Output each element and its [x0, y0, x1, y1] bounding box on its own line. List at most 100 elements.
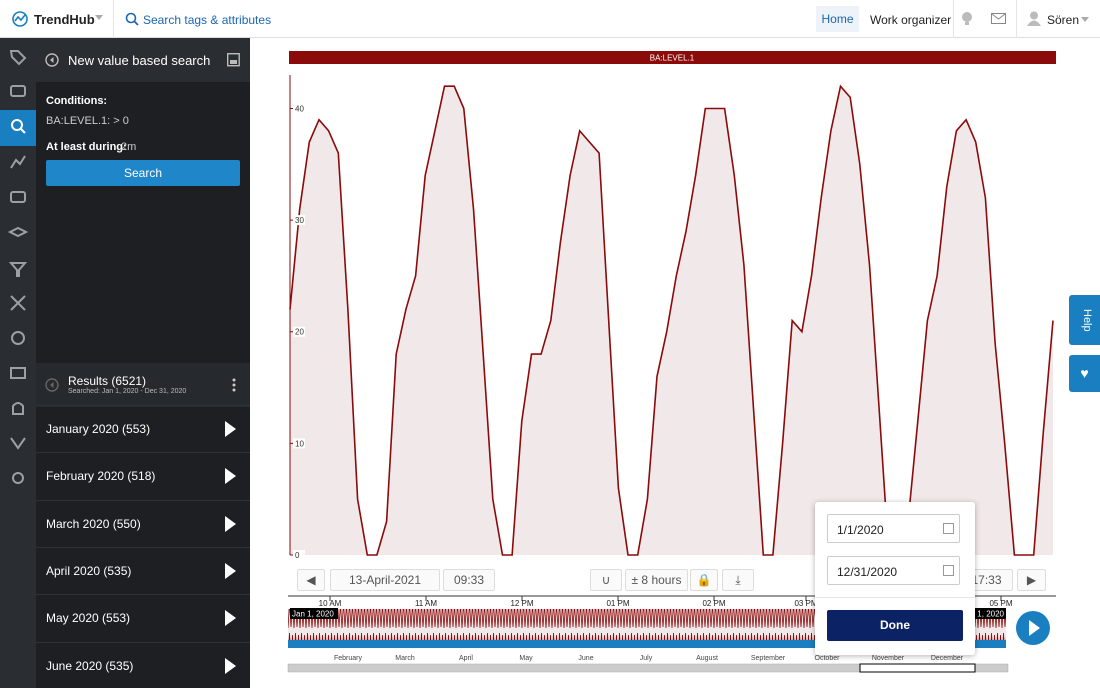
header: TrendHub Search tags & attributes Home W… — [0, 0, 1100, 38]
calendar-icon[interactable] — [943, 565, 954, 576]
search-panel: New value based search Conditions: BA:LE… — [36, 38, 250, 688]
back-icon[interactable] — [45, 53, 59, 67]
search-icon — [125, 12, 139, 26]
lock-button[interactable]: 🔒 — [690, 569, 718, 591]
line-area — [290, 86, 1053, 555]
result-item[interactable]: May 2020 (553) — [36, 594, 250, 641]
user-icon — [1027, 11, 1041, 26]
time-label: 10 AM — [319, 599, 342, 608]
nav-start-badge — [290, 608, 338, 619]
y-tick-label: 20 — [295, 328, 304, 337]
conditions-label: Conditions: — [46, 95, 108, 107]
window-button[interactable]: ± 8 hours — [625, 569, 688, 591]
expand-icon[interactable] — [225, 515, 236, 532]
y-tick-bg — [293, 103, 305, 114]
month-label: November — [872, 655, 905, 662]
result-item[interactable]: June 2020 (535) — [36, 641, 250, 689]
nav-home[interactable]: Home — [816, 6, 859, 32]
condition: BA:LEVEL.1: > 0 — [46, 115, 129, 127]
feedback-tab[interactable]: ♥ — [1069, 355, 1100, 392]
results-header — [36, 363, 250, 407]
expand-icon[interactable] — [225, 562, 236, 579]
y-tick-label: 30 — [295, 216, 304, 225]
date-picker: 1/1/2020 12/31/2020 Done — [815, 502, 975, 655]
result-item[interactable]: January 2020 (553) — [36, 405, 250, 452]
caret — [95, 15, 103, 20]
divider — [113, 0, 114, 38]
search-link[interactable]: Search tags & attributes — [143, 13, 272, 27]
duration-label: At least during: — [46, 141, 127, 153]
month-label: May — [519, 655, 533, 662]
scrollbar[interactable] — [287, 663, 1009, 673]
save-icon[interactable] — [227, 53, 240, 67]
menu-icon[interactable] — [232, 378, 236, 392]
expand-icon[interactable] — [225, 657, 236, 674]
divider — [815, 597, 975, 598]
month-label: December — [931, 655, 964, 662]
panel-header — [36, 38, 250, 82]
expand-icon[interactable] — [225, 421, 236, 437]
rail-icons — [7, 50, 29, 484]
scroll-handle[interactable] — [859, 663, 976, 673]
month-label: September — [751, 655, 786, 662]
duration: 2m — [121, 141, 137, 153]
results-subtitle: Searched: Jan 1, 2020 - Dec 31, 2020 — [68, 388, 187, 395]
result-item[interactable]: April 2020 (535) — [36, 546, 250, 594]
chart-title: BA:LEVEL.1 — [650, 54, 695, 63]
panel-title: New value based search — [68, 53, 211, 68]
line — [289, 84, 1054, 556]
y-tick-bg — [293, 438, 305, 449]
caret — [1081, 17, 1089, 22]
y-tick-bg — [293, 215, 305, 226]
help-tab[interactable]: Help — [1069, 295, 1100, 345]
calendar-icon[interactable] — [943, 523, 954, 534]
time-label: 02 PM — [702, 599, 725, 608]
nav-end-badge — [972, 608, 1006, 619]
time-label: 11 AM — [415, 599, 437, 608]
divider — [1016, 0, 1017, 38]
month-label: February — [334, 655, 363, 662]
expand-icon[interactable] — [225, 468, 236, 485]
done-button[interactable]: Done — [827, 610, 963, 641]
month-label: July — [640, 655, 653, 662]
help-label: Help — [1081, 309, 1093, 332]
next-button[interactable]: ▶ — [1017, 569, 1046, 591]
date-field[interactable]: 13-April-2021 — [330, 569, 440, 591]
curve-button[interactable]: ∪ — [590, 569, 622, 591]
divider — [953, 0, 954, 38]
y-tick-bg — [293, 326, 305, 337]
back-icon[interactable] — [45, 378, 59, 392]
user-name[interactable]: Sören — [1047, 13, 1080, 27]
y-tick-label: 10 — [295, 439, 304, 448]
nav-start-label: Jan 1, 2020 — [292, 610, 334, 619]
result-item[interactable]: March 2020 (550) — [36, 499, 250, 547]
time-label: 12 PM — [510, 599, 533, 608]
icon-rail — [0, 38, 36, 688]
time-label: 05 PM — [989, 599, 1012, 608]
y-tick-label: 40 — [295, 104, 304, 113]
prev-button[interactable]: ◀ — [297, 569, 325, 591]
chart-title-bar — [289, 51, 1056, 64]
download-button[interactable]: ⤓ — [722, 569, 754, 591]
time-field[interactable]: 09:33 — [443, 569, 495, 591]
y-tick-bg — [293, 550, 305, 560]
time-label: 01 PM — [606, 599, 629, 608]
play-icon — [1029, 620, 1040, 636]
result-item[interactable]: February 2020 (518) — [36, 452, 250, 499]
results-title: Results (6521) — [68, 374, 147, 388]
logo — [12, 11, 28, 27]
brand: TrendHub — [34, 12, 95, 27]
search-button[interactable]: Search — [46, 160, 240, 186]
from-date-input[interactable]: 1/1/2020 — [827, 514, 960, 543]
month-label: March — [395, 655, 415, 662]
mail-icon[interactable] — [991, 13, 1006, 24]
month-label: June — [578, 655, 593, 662]
nav-work-organizer[interactable]: Work organizer — [870, 13, 952, 27]
play-button[interactable] — [1016, 611, 1050, 645]
expand-icon[interactable] — [225, 610, 236, 627]
bulb-icon[interactable] — [961, 11, 973, 27]
to-date-input[interactable]: 12/31/2020 — [827, 556, 960, 585]
month-label: August — [696, 655, 718, 662]
month-label: April — [459, 655, 473, 662]
